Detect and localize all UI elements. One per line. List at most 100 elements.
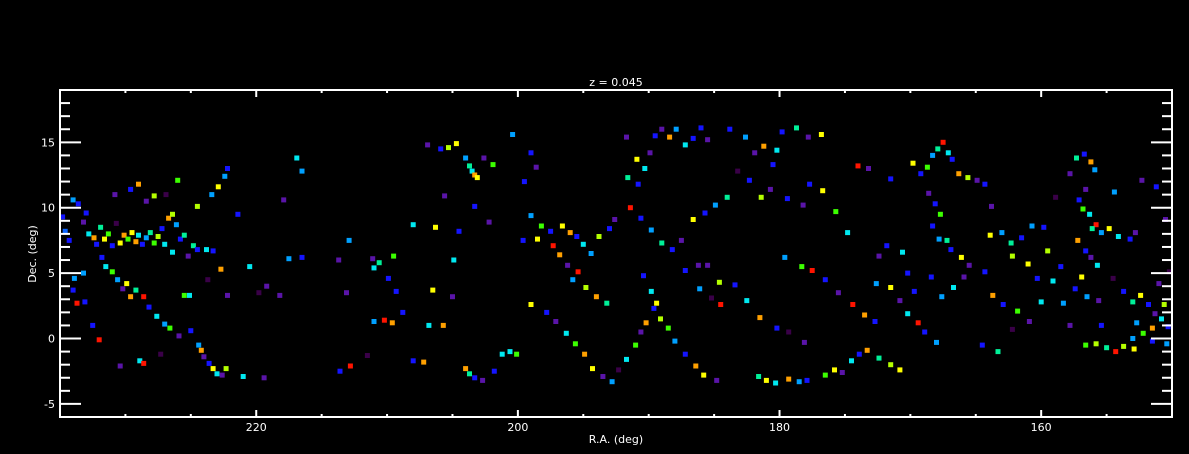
x-tick-label: 220 bbox=[246, 421, 267, 434]
data-point bbox=[1038, 299, 1044, 305]
data-point bbox=[82, 299, 88, 305]
data-point bbox=[767, 186, 773, 192]
data-point bbox=[642, 166, 648, 171]
data-point bbox=[926, 190, 932, 196]
data-point bbox=[261, 375, 267, 381]
data-point bbox=[982, 181, 988, 187]
data-point bbox=[565, 262, 571, 268]
data-point bbox=[956, 171, 962, 177]
data-point bbox=[648, 288, 654, 294]
data-point bbox=[204, 247, 209, 253]
data-point bbox=[822, 277, 828, 283]
data-point bbox=[1045, 248, 1051, 254]
data-point bbox=[371, 265, 377, 271]
axes: 220 200 180 160 -5 0 5 10 15 bbox=[41, 89, 1173, 434]
data-point bbox=[557, 252, 563, 258]
data-point bbox=[209, 192, 215, 198]
data-point bbox=[625, 175, 631, 181]
data-point bbox=[856, 351, 862, 357]
data-point bbox=[794, 125, 799, 131]
data-point bbox=[563, 330, 569, 336]
data-point bbox=[989, 203, 994, 209]
data-point bbox=[800, 202, 806, 208]
data-point bbox=[538, 223, 544, 229]
data-point bbox=[701, 372, 707, 378]
data-point bbox=[167, 325, 173, 331]
data-point bbox=[1096, 298, 1102, 304]
data-point bbox=[181, 232, 187, 238]
data-point bbox=[281, 197, 287, 203]
data-point bbox=[166, 215, 172, 221]
data-point bbox=[175, 177, 181, 183]
data-point bbox=[876, 253, 882, 259]
data-point bbox=[705, 262, 711, 268]
data-point bbox=[774, 147, 780, 153]
data-point bbox=[583, 285, 589, 290]
data-point bbox=[1140, 330, 1146, 336]
data-point bbox=[805, 134, 811, 140]
data-point bbox=[94, 241, 100, 247]
data-point bbox=[784, 196, 790, 202]
data-point bbox=[761, 143, 767, 149]
data-point bbox=[654, 300, 660, 306]
data-point bbox=[510, 132, 516, 137]
data-point bbox=[682, 142, 688, 148]
data-point bbox=[1083, 342, 1089, 348]
data-point bbox=[1138, 292, 1144, 298]
data-point bbox=[181, 292, 187, 298]
data-point bbox=[944, 237, 950, 243]
data-point bbox=[822, 372, 828, 378]
data-point bbox=[604, 300, 610, 306]
data-point bbox=[528, 150, 534, 156]
data-point bbox=[75, 201, 81, 207]
data-point bbox=[624, 356, 629, 362]
data-point bbox=[647, 150, 653, 156]
data-point bbox=[426, 322, 432, 328]
data-point bbox=[799, 264, 805, 270]
data-point bbox=[990, 292, 996, 298]
data-point bbox=[1106, 226, 1112, 232]
data-point bbox=[196, 342, 202, 348]
data-point bbox=[81, 270, 86, 276]
y-axis-label: Dec. (deg) bbox=[26, 225, 39, 283]
data-point bbox=[966, 262, 972, 268]
data-point bbox=[535, 236, 540, 242]
data-point bbox=[1166, 269, 1172, 275]
data-point bbox=[1121, 288, 1127, 294]
data-point bbox=[900, 249, 905, 255]
data-point bbox=[299, 168, 305, 174]
data-point bbox=[162, 321, 168, 327]
data-point bbox=[347, 363, 353, 369]
data-point bbox=[1093, 222, 1099, 228]
x-axis-label: R.A. (deg) bbox=[589, 433, 643, 446]
data-point bbox=[820, 188, 826, 194]
data-point bbox=[572, 341, 578, 347]
data-point bbox=[60, 214, 66, 220]
data-point bbox=[70, 287, 76, 293]
data-point bbox=[1015, 308, 1021, 314]
data-point bbox=[170, 249, 175, 255]
data-point bbox=[1087, 211, 1093, 217]
data-point bbox=[718, 302, 724, 307]
data-point bbox=[1000, 302, 1006, 307]
data-point bbox=[143, 235, 149, 241]
data-point bbox=[1098, 230, 1104, 236]
data-point bbox=[932, 201, 938, 207]
data-point bbox=[364, 353, 370, 358]
data-point bbox=[770, 162, 776, 168]
data-point bbox=[911, 288, 917, 294]
data-point bbox=[206, 360, 212, 366]
plot-frame bbox=[59, 89, 1173, 418]
data-point bbox=[1111, 189, 1117, 195]
data-point bbox=[162, 241, 168, 247]
data-point bbox=[864, 347, 870, 353]
data-point bbox=[1164, 341, 1170, 347]
data-point bbox=[385, 275, 391, 281]
data-point bbox=[590, 366, 595, 372]
data-point bbox=[533, 164, 539, 170]
data-point bbox=[735, 168, 741, 174]
data-point bbox=[582, 351, 588, 357]
data-point bbox=[574, 234, 580, 239]
data-point bbox=[702, 210, 708, 216]
data-point bbox=[974, 177, 980, 183]
